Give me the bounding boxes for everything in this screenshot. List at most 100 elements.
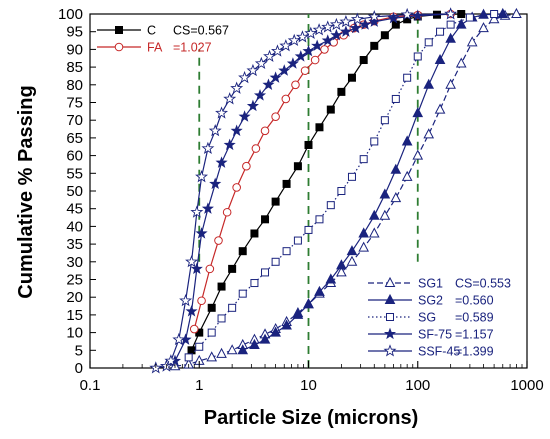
legend-stat: =0.589 bbox=[455, 311, 494, 325]
data-point bbox=[391, 94, 400, 103]
data-point bbox=[208, 124, 222, 137]
data-point bbox=[185, 255, 198, 268]
data-point bbox=[237, 344, 249, 355]
data-point bbox=[339, 25, 352, 37]
y-tick-label: 15 bbox=[66, 307, 83, 324]
data-point bbox=[209, 177, 222, 190]
data-point bbox=[359, 155, 368, 164]
legend-label: FA bbox=[147, 41, 163, 55]
data-point bbox=[195, 170, 209, 183]
data-point bbox=[370, 41, 379, 50]
series-sg2 bbox=[237, 7, 509, 355]
data-point bbox=[195, 227, 208, 239]
data-point bbox=[370, 137, 379, 146]
y-tick-label: 95 bbox=[66, 24, 83, 41]
data-point bbox=[261, 215, 270, 224]
data-point bbox=[242, 161, 251, 171]
data-point bbox=[444, 7, 458, 20]
data-point bbox=[281, 319, 292, 330]
data-point bbox=[337, 187, 346, 195]
data-point bbox=[226, 344, 238, 355]
data-point bbox=[292, 308, 304, 319]
data-point bbox=[321, 20, 335, 33]
legend-marker bbox=[384, 276, 396, 287]
data-point bbox=[446, 20, 455, 29]
data-point bbox=[303, 298, 314, 309]
y-tick-label: 10 bbox=[66, 325, 83, 342]
y-axis: 0510152025303540455055606570758085909510… bbox=[58, 6, 96, 377]
data-point bbox=[465, 13, 474, 22]
data-point bbox=[271, 112, 280, 121]
data-point bbox=[436, 27, 445, 36]
data-point bbox=[282, 179, 291, 188]
data-point bbox=[228, 264, 237, 273]
data-point bbox=[201, 202, 214, 214]
legend-stat: =1.157 bbox=[455, 328, 494, 342]
legend-label: SG1 bbox=[418, 277, 443, 291]
y-tick-label: 80 bbox=[66, 77, 83, 94]
data-point bbox=[347, 73, 356, 82]
data-point bbox=[314, 285, 325, 296]
data-point bbox=[187, 346, 196, 355]
data-point bbox=[379, 188, 391, 199]
data-point bbox=[302, 44, 315, 57]
x-tick-label: 100 bbox=[405, 377, 430, 394]
data-point bbox=[293, 236, 302, 245]
data-point bbox=[259, 333, 271, 344]
series-line-sf-75 bbox=[174, 13, 451, 362]
legend-marker bbox=[384, 293, 396, 304]
data-point bbox=[249, 338, 260, 349]
legend-stat: =1.399 bbox=[455, 345, 494, 359]
data-point bbox=[329, 17, 343, 31]
data-point bbox=[189, 324, 199, 334]
data-point bbox=[263, 49, 277, 62]
y-axis-title: Cumulative % Passing bbox=[15, 85, 37, 298]
data-point bbox=[271, 44, 284, 57]
data-point bbox=[445, 78, 456, 89]
data-point bbox=[490, 10, 499, 18]
data-point bbox=[390, 192, 402, 203]
data-point bbox=[304, 26, 318, 39]
data-point bbox=[271, 197, 280, 206]
data-point bbox=[260, 126, 270, 136]
data-point bbox=[325, 273, 337, 284]
y-tick-label: 45 bbox=[66, 201, 83, 218]
data-point bbox=[254, 56, 268, 70]
data-point bbox=[403, 73, 412, 82]
data-point bbox=[380, 116, 389, 125]
data-point bbox=[253, 89, 267, 101]
legend-label: SG bbox=[418, 311, 436, 325]
data-point bbox=[390, 163, 402, 174]
data-point bbox=[359, 56, 368, 65]
legend-stat: =0.560 bbox=[455, 294, 494, 308]
data-point bbox=[466, 36, 478, 47]
data-point bbox=[294, 50, 307, 62]
legend-marker bbox=[383, 327, 397, 340]
y-tick-label: 35 bbox=[66, 236, 83, 253]
data-point bbox=[379, 209, 391, 220]
legend-label: C bbox=[147, 24, 156, 38]
data-point bbox=[349, 21, 362, 34]
y-tick-label: 85 bbox=[66, 59, 83, 76]
x-axis: 0.1 1 10 100 1000 bbox=[80, 361, 544, 394]
data-point bbox=[457, 10, 466, 18]
data-point bbox=[215, 106, 229, 119]
data-point bbox=[315, 215, 324, 224]
legend-label: SG2 bbox=[418, 294, 443, 308]
data-point bbox=[207, 328, 216, 337]
data-point bbox=[190, 205, 204, 218]
data-point bbox=[293, 162, 302, 171]
data-point bbox=[185, 305, 198, 317]
series-sg bbox=[184, 10, 499, 362]
data-point bbox=[179, 293, 193, 307]
data-point bbox=[232, 183, 241, 192]
data-point bbox=[455, 57, 467, 68]
data-point bbox=[387, 11, 400, 24]
data-point bbox=[368, 227, 380, 238]
data-point bbox=[291, 80, 300, 90]
legend-marker bbox=[115, 26, 123, 34]
series-sf-75 bbox=[168, 7, 457, 367]
data-point bbox=[206, 351, 218, 362]
data-point bbox=[230, 124, 243, 136]
